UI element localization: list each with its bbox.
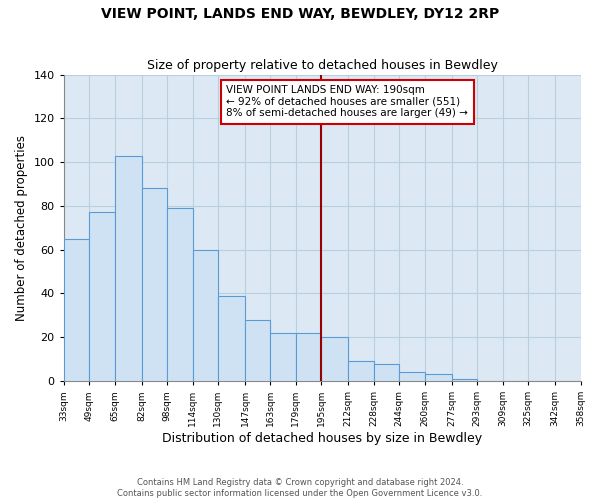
Bar xyxy=(399,372,425,381)
X-axis label: Distribution of detached houses by size in Bewdley: Distribution of detached houses by size … xyxy=(162,432,482,445)
Bar xyxy=(425,374,452,381)
Title: Size of property relative to detached houses in Bewdley: Size of property relative to detached ho… xyxy=(146,59,497,72)
Bar xyxy=(296,333,322,381)
Bar xyxy=(349,362,374,381)
Bar xyxy=(142,188,167,381)
Bar xyxy=(115,156,142,381)
Bar xyxy=(64,238,89,381)
Text: VIEW POINT LANDS END WAY: 190sqm
← 92% of detached houses are smaller (551)
8% o: VIEW POINT LANDS END WAY: 190sqm ← 92% o… xyxy=(226,86,469,118)
Bar xyxy=(374,364,399,381)
Bar xyxy=(452,379,477,381)
Bar xyxy=(193,250,218,381)
Bar xyxy=(218,296,245,381)
Bar xyxy=(167,208,193,381)
Bar xyxy=(245,320,271,381)
Y-axis label: Number of detached properties: Number of detached properties xyxy=(15,135,28,321)
Bar xyxy=(322,338,349,381)
Text: VIEW POINT, LANDS END WAY, BEWDLEY, DY12 2RP: VIEW POINT, LANDS END WAY, BEWDLEY, DY12… xyxy=(101,8,499,22)
Text: Contains HM Land Registry data © Crown copyright and database right 2024.
Contai: Contains HM Land Registry data © Crown c… xyxy=(118,478,482,498)
Bar xyxy=(271,333,296,381)
Bar xyxy=(89,212,115,381)
